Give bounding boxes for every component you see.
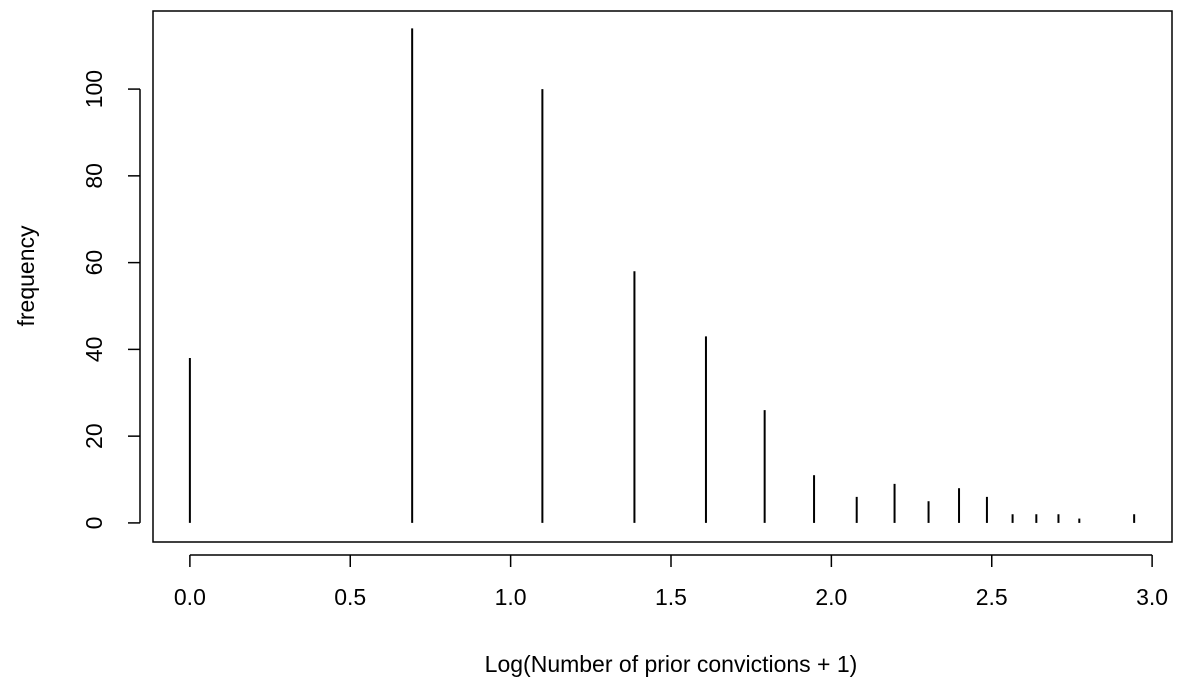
x-tick-label: 1.0 <box>495 584 527 610</box>
x-tick-label: 1.5 <box>655 584 687 610</box>
x-axis-title: Log(Number of prior convictions + 1) <box>485 651 858 677</box>
y-tick-label: 20 <box>81 423 107 449</box>
x-tick-label: 3.0 <box>1136 584 1168 610</box>
y-tick-label: 60 <box>81 250 107 276</box>
plot-box <box>152 10 1173 543</box>
y-tick-label: 40 <box>81 337 107 363</box>
y-tick-label: 0 <box>81 517 107 530</box>
y-tick-label: 80 <box>81 163 107 189</box>
x-tick-label: 0.5 <box>334 584 366 610</box>
y-tick-label: 100 <box>81 70 107 108</box>
y-axis-title: frequency <box>13 225 39 327</box>
x-tick-label: 2.0 <box>815 584 847 610</box>
x-tick-label: 2.5 <box>976 584 1008 610</box>
x-tick-label: 0.0 <box>174 584 206 610</box>
